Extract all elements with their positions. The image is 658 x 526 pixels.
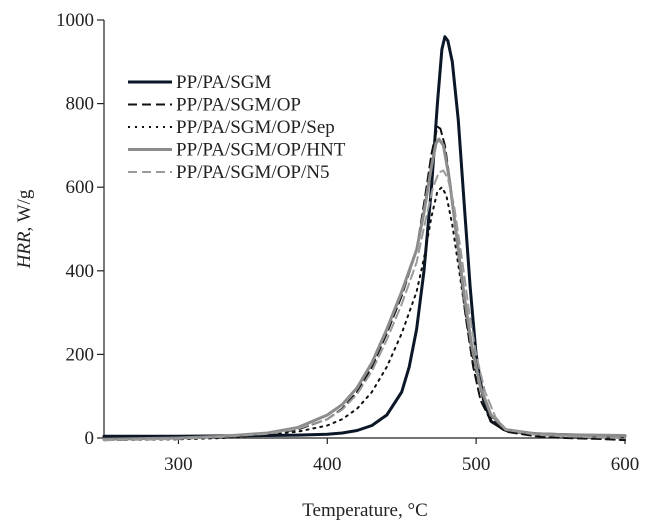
x-tick-label: 500 — [462, 454, 491, 475]
y-tick-label: 400 — [66, 261, 95, 282]
series-line-5 — [103, 169, 626, 442]
y-tick-label: 800 — [66, 94, 95, 115]
x-axis-label: Temperature, °C — [302, 500, 428, 521]
y-axis-label: HRR, W/g — [14, 189, 35, 269]
series-line-4 — [102, 137, 627, 441]
y-tick-label: 0 — [85, 428, 95, 449]
legend-label: PP/PA/SGM — [176, 72, 272, 93]
legend-label: PP/PA/SGM/OP/Sep — [176, 117, 335, 138]
series-lines — [102, 35, 627, 442]
y-axis-label-quantity: HRR — [14, 231, 35, 269]
x-tick-label: 300 — [164, 454, 193, 475]
y-ticks: 0 200 400 600 800 1000 — [56, 10, 104, 449]
series-line-3 — [103, 186, 626, 442]
x-ticks: 300 400 500 600 — [164, 438, 639, 475]
legend: PP/PA/SGMPP/PA/SGM/OPPP/PA/SGM/OP/SepPP/… — [128, 72, 346, 183]
legend-label: PP/PA/SGM/OP — [176, 95, 301, 116]
y-axis-label-unit: , W/g — [14, 189, 35, 231]
legend-label: PP/PA/SGM/OP/N5 — [176, 162, 329, 183]
x-tick-label: 600 — [611, 454, 640, 475]
y-tick-label: 600 — [66, 177, 95, 198]
y-tick-label: 1000 — [56, 10, 94, 31]
x-tick-label: 400 — [313, 454, 342, 475]
legend-label: PP/PA/SGM/OP/HNT — [176, 140, 346, 161]
y-tick-label: 200 — [66, 344, 95, 365]
